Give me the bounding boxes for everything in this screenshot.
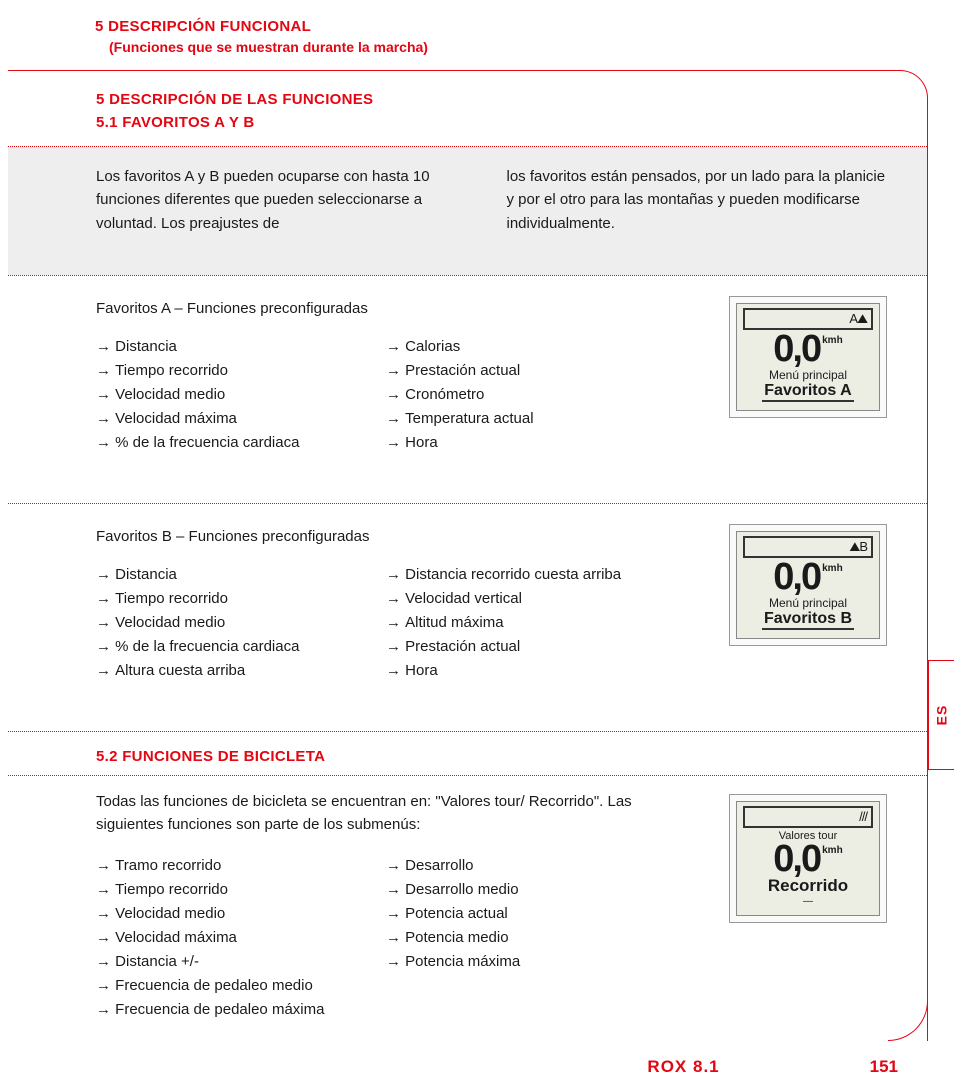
fav-a-list-1: DistanciaTiempo recorridoVelocidad medio… — [96, 335, 366, 455]
list-item: Tiempo recorrido — [96, 878, 366, 902]
list-item: Potencia actual — [386, 902, 686, 926]
heading-5-2: 5.2 FUNCIONES DE BICICLETA — [8, 732, 927, 775]
lcd-a-unit: kmh — [822, 335, 843, 346]
list-item: Potencia máxima — [386, 950, 686, 974]
list-item: Velocidad máxima — [96, 926, 366, 950]
list-item: Desarrollo — [386, 854, 686, 878]
list-item: Distancia — [96, 563, 366, 587]
list-item: Velocidad vertical — [386, 587, 686, 611]
list-item: Potencia medio — [386, 926, 686, 950]
favoritos-b-block: Favoritos B – Funciones preconfiguradas … — [8, 504, 927, 731]
list-item: Velocidad medio — [96, 902, 366, 926]
list-item: Cronómetro — [386, 383, 686, 407]
lcd-favoritos-a: A⛰ 0,0 kmh Menú principal Favoritos A — [729, 296, 887, 418]
intro-col-right: los favoritos están pensados, por un lad… — [507, 165, 888, 235]
list-item: Prestación actual — [386, 359, 686, 383]
list-item: Hora — [386, 431, 686, 455]
lcd-b-menu: Menú principal — [743, 596, 873, 610]
lcd-a-label: Favoritos A — [762, 382, 853, 402]
list-item: Frecuencia de pedaleo medio — [96, 974, 366, 998]
list-item: Temperatura actual — [386, 407, 686, 431]
lcd-a-menu: Menú principal — [743, 368, 873, 382]
lcd-a-speed: 0,0 — [773, 332, 820, 366]
main-content-box: 5 DESCRIPCIÓN DE LAS FUNCIONES 5.1 FAVOR… — [8, 70, 928, 1041]
footer-page-number: 151 — [870, 1057, 898, 1077]
language-tab-label: ES — [934, 705, 950, 726]
lcd-b-top-icon: ⛰B — [849, 539, 867, 555]
list-item: Desarrollo medio — [386, 878, 686, 902]
list-item: Calorias — [386, 335, 686, 359]
lcd-r-unit: kmh — [822, 845, 843, 856]
list-item: % de la frecuencia cardiaca — [96, 635, 366, 659]
fav-b-list-2: Distancia recorrido cuesta arribaVelocid… — [386, 563, 686, 683]
list-item: Frecuencia de pedaleo máxima — [96, 998, 366, 1022]
fav-b-list-1: DistanciaTiempo recorridoVelocidad medio… — [96, 563, 366, 683]
list-item: Hora — [386, 659, 686, 683]
heading-5: 5 DESCRIPCIÓN DE LAS FUNCIONES — [96, 89, 927, 112]
footer-model: ROX 8.1 — [647, 1057, 719, 1077]
lcd-favoritos-b: ⛰B 0,0 kmh Menú principal Favoritos B — [729, 524, 887, 646]
list-item: Velocidad medio — [96, 383, 366, 407]
lcd-b-speed: 0,0 — [773, 560, 820, 594]
intro-col-left: Los favoritos A y B pueden ocuparse con … — [96, 165, 477, 235]
bike-list-2: DesarrolloDesarrollo medioPotencia actua… — [386, 854, 686, 1022]
section-52-body: Todas las funciones de bicicleta se encu… — [8, 776, 927, 1053]
section-52-intro: Todas las funciones de bicicleta se encu… — [96, 790, 656, 837]
list-item: Altura cuesta arriba — [96, 659, 366, 683]
list-item: Distancia — [96, 335, 366, 359]
lcd-r-top-icon: /// — [859, 809, 867, 824]
lcd-b-label: Favoritos B — [762, 610, 854, 630]
list-item: Altitud máxima — [386, 611, 686, 635]
list-item: Tiempo recorrido — [96, 359, 366, 383]
intro-gray-block: Los favoritos A y B pueden ocuparse con … — [8, 147, 927, 275]
list-item: Distancia +/- — [96, 950, 366, 974]
list-item: Tiempo recorrido — [96, 587, 366, 611]
section-5-heading: 5 DESCRIPCIÓN DE LAS FUNCIONES 5.1 FAVOR… — [8, 71, 927, 146]
bike-list-1: Tramo recorridoTiempo recorridoVelocidad… — [96, 854, 366, 1022]
page-header: 5 DESCRIPCIÓN FUNCIONAL (Funciones que s… — [0, 0, 954, 55]
list-item: Prestación actual — [386, 635, 686, 659]
list-item: Velocidad medio — [96, 611, 366, 635]
favoritos-a-block: Favoritos A – Funciones preconfiguradas … — [8, 276, 927, 503]
list-item: Distancia recorrido cuesta arriba — [386, 563, 686, 587]
lcd-recorrido: /// Valores tour 0,0 kmh Recorrido — — [729, 794, 887, 923]
header-subtitle: (Funciones que se muestran durante la ma… — [109, 39, 954, 55]
list-item: Tramo recorrido — [96, 854, 366, 878]
list-item: Velocidad máxima — [96, 407, 366, 431]
lcd-a-top-icon: A⛰ — [849, 311, 867, 327]
fav-a-list-2: CaloriasPrestación actualCronómetroTempe… — [386, 335, 686, 455]
lcd-r-speed: 0,0 — [773, 842, 820, 876]
language-tab: ES — [928, 660, 954, 770]
list-item: % de la frecuencia cardiaca — [96, 431, 366, 455]
page-footer: ROX 8.1 151 — [0, 1057, 928, 1077]
lcd-r-label: Recorrido — [743, 876, 873, 896]
header-title: 5 DESCRIPCIÓN FUNCIONAL — [95, 18, 954, 35]
heading-5-1: 5.1 FAVORITOS A Y B — [96, 112, 927, 135]
lcd-b-unit: kmh — [822, 563, 843, 574]
